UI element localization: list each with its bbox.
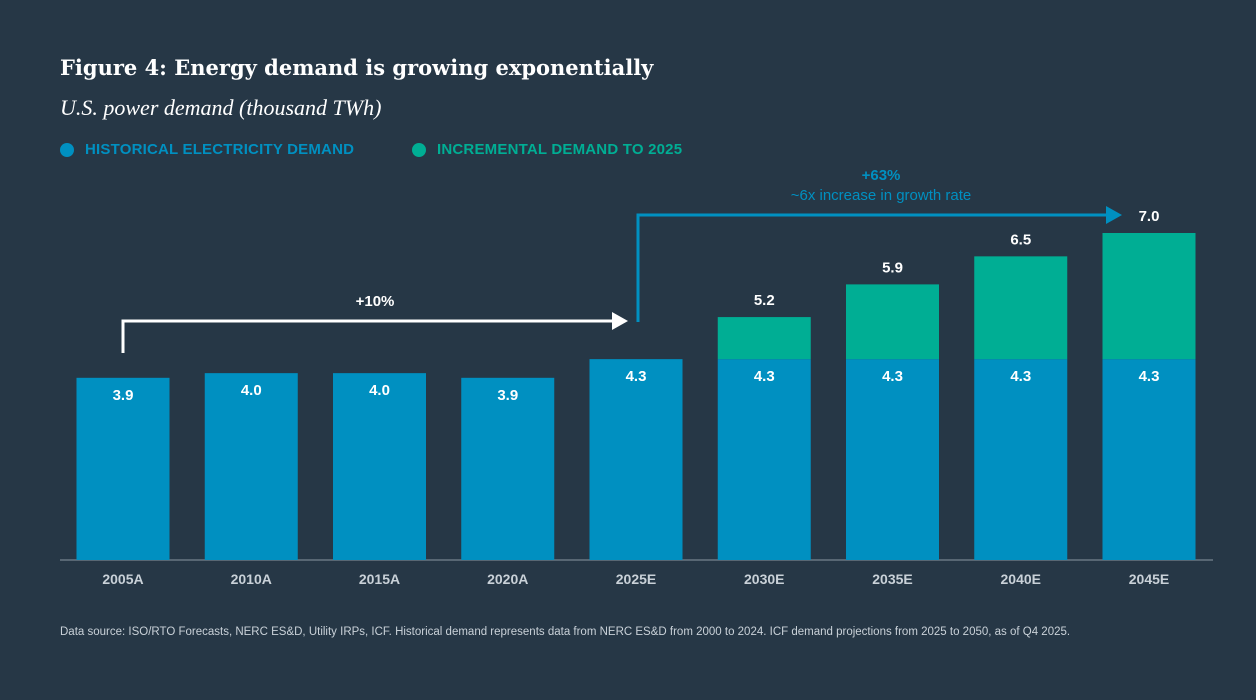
bar-historical	[974, 359, 1068, 560]
bar-historical	[333, 373, 426, 560]
bar-value-label: 4.3	[626, 368, 647, 385]
bar-value-label: 4.0	[369, 382, 390, 399]
left-arrow-label: +10%	[356, 293, 395, 310]
bar-value-label: 3.9	[113, 387, 134, 404]
bar-historical	[204, 373, 298, 560]
bar-value-label: 4.3	[882, 368, 903, 385]
legend-item-incremental: INCREMENTAL DEMAND TO 2025	[412, 141, 682, 158]
bar-total-label: 7.0	[1139, 208, 1160, 225]
bar-value-label: 4.3	[1139, 368, 1160, 385]
legend-label: INCREMENTAL DEMAND TO 2025	[437, 141, 683, 158]
x-tick-label: 2040E	[1001, 571, 1041, 587]
legend-item-historical: HISTORICAL ELECTRICITY DEMAND	[60, 141, 354, 158]
legend-swatch-incremental	[412, 142, 426, 157]
arrow-annotation-left: +10%	[121, 293, 628, 353]
bar-historical	[717, 359, 811, 560]
bar-historical	[589, 359, 683, 560]
legend-swatch-historical	[60, 142, 74, 157]
x-tick-label: 2015A	[359, 571, 400, 587]
bar-value-label: 4.3	[1010, 368, 1031, 385]
x-tick-label: 2030E	[744, 571, 784, 587]
bar-value-label: 4.0	[241, 382, 262, 399]
bar-total-label: 5.2	[754, 292, 775, 309]
x-tick-label: 2020A	[487, 571, 528, 587]
bar-incremental	[974, 256, 1068, 360]
x-tick-label: 2005A	[102, 571, 143, 587]
x-tick-label: 2010A	[231, 571, 272, 587]
chart-subtitle: U.S. power demand (thousand TWh)	[60, 95, 382, 120]
x-tick-label: 2035E	[872, 571, 912, 587]
bar-historical	[846, 359, 939, 560]
arrow-annotation-right: +63% ~6x increase in growth rate	[636, 167, 1122, 322]
legend-label: HISTORICAL ELECTRICITY DEMAND	[85, 141, 355, 158]
bar-incremental	[1102, 233, 1196, 360]
bar-historical	[461, 377, 555, 560]
chart-title: Figure 4: Energy demand is growing expon…	[60, 55, 654, 80]
bar-incremental	[717, 317, 811, 360]
right-arrow-sublabel: ~6x increase in growth rate	[791, 187, 972, 204]
bar-historical	[76, 377, 170, 560]
bar-incremental	[846, 284, 939, 360]
data-source-note: Data source: ISO/RTO Forecasts, NERC ES&…	[60, 626, 1071, 638]
bar-value-label: 4.3	[754, 368, 775, 385]
bar-value-label: 3.9	[497, 387, 518, 404]
right-arrow-label: +63%	[862, 167, 901, 184]
x-tick-label: 2045E	[1129, 571, 1169, 587]
bar-total-label: 5.9	[882, 259, 903, 276]
bar-historical	[1102, 359, 1196, 560]
bar-total-label: 6.5	[1010, 231, 1031, 248]
x-tick-label: 2025E	[616, 571, 656, 587]
